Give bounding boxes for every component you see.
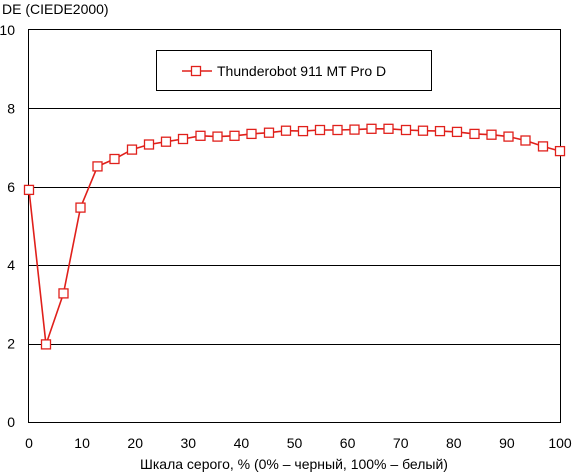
y-tick-label: 2 (7, 336, 15, 352)
x-tick-label: 0 (25, 435, 33, 451)
data-point (229, 130, 240, 141)
y-tick-label: 6 (7, 179, 15, 195)
data-point (160, 136, 172, 147)
x-tick-label: 80 (446, 435, 462, 451)
legend: Thunderobot 911 MT Pro D (156, 50, 432, 91)
data-point (177, 133, 189, 145)
x-tick-label: 90 (499, 435, 515, 451)
data-point (383, 123, 394, 134)
legend-marker (190, 65, 202, 77)
data-point (58, 288, 69, 299)
data-point (451, 126, 463, 138)
y-tick-label: 10 (0, 22, 15, 38)
x-tick-label: 50 (287, 435, 303, 451)
data-point (469, 128, 480, 140)
x-tick-label: 70 (393, 435, 409, 451)
data-point (23, 184, 35, 196)
x-tick-label: 10 (74, 435, 90, 451)
data-point (246, 128, 257, 140)
data-point (486, 129, 497, 140)
data-point (503, 131, 514, 142)
data-point (417, 125, 429, 136)
data-point (332, 124, 343, 136)
data-point (263, 127, 275, 138)
x-tick-label: 30 (181, 435, 197, 451)
data-point (554, 145, 566, 157)
data-point (537, 141, 549, 152)
data-point (280, 125, 292, 136)
y-tick-label: 0 (7, 414, 15, 430)
data-point (520, 135, 531, 146)
data-point (349, 124, 360, 135)
data-point (366, 123, 377, 134)
gridlines (29, 108, 560, 345)
data-point (40, 339, 52, 350)
x-axis-title: Шкала серого, % (0% – черный, 100% – бел… (140, 456, 448, 472)
data-point (400, 124, 412, 136)
series-layer (23, 123, 566, 350)
data-point (109, 153, 120, 165)
data-point (75, 202, 86, 213)
y-tick-label: 8 (7, 100, 15, 116)
plot-area-frame (28, 29, 561, 423)
x-tick-label: 20 (127, 435, 143, 451)
data-point (297, 125, 309, 137)
y-axis-title: DE (CIEDE2000) (2, 1, 109, 17)
data-point (143, 139, 155, 150)
x-tick-label: 60 (340, 435, 356, 451)
x-tick-label: 40 (234, 435, 250, 451)
data-point (212, 131, 223, 142)
data-point (126, 144, 138, 155)
series-line (28, 128, 561, 346)
data-point (195, 130, 206, 141)
data-point (314, 124, 326, 136)
x-tick-label: 100 (548, 435, 572, 451)
y-tick-label: 4 (7, 257, 15, 273)
legend-label: Thunderobot 911 MT Pro D (217, 63, 386, 79)
data-point (434, 125, 446, 137)
data-point (92, 161, 103, 172)
